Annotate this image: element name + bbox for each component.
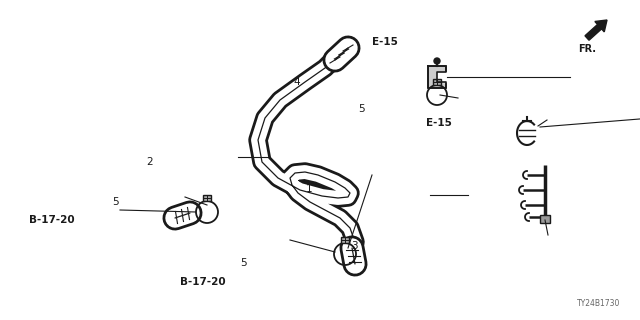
FancyArrow shape	[585, 20, 607, 40]
Text: 3: 3	[351, 241, 357, 252]
Bar	[540, 215, 550, 223]
Circle shape	[434, 58, 440, 64]
Text: TY24B1730: TY24B1730	[577, 299, 620, 308]
Text: 5: 5	[240, 258, 246, 268]
Bar	[203, 195, 211, 201]
Text: 5: 5	[358, 104, 365, 114]
Text: B-17-20: B-17-20	[180, 277, 226, 287]
Text: 5: 5	[112, 196, 118, 207]
Polygon shape	[437, 72, 448, 82]
Text: 4: 4	[293, 76, 300, 87]
Text: B-17-20: B-17-20	[29, 215, 74, 225]
Text: 1: 1	[306, 184, 312, 195]
Bar	[428, 66, 446, 88]
Bar	[433, 79, 441, 85]
Text: E-15: E-15	[372, 37, 398, 47]
Bar	[341, 237, 349, 243]
Text: E-15: E-15	[426, 118, 451, 128]
Text: 2: 2	[146, 156, 152, 167]
Text: FR.: FR.	[578, 44, 596, 54]
